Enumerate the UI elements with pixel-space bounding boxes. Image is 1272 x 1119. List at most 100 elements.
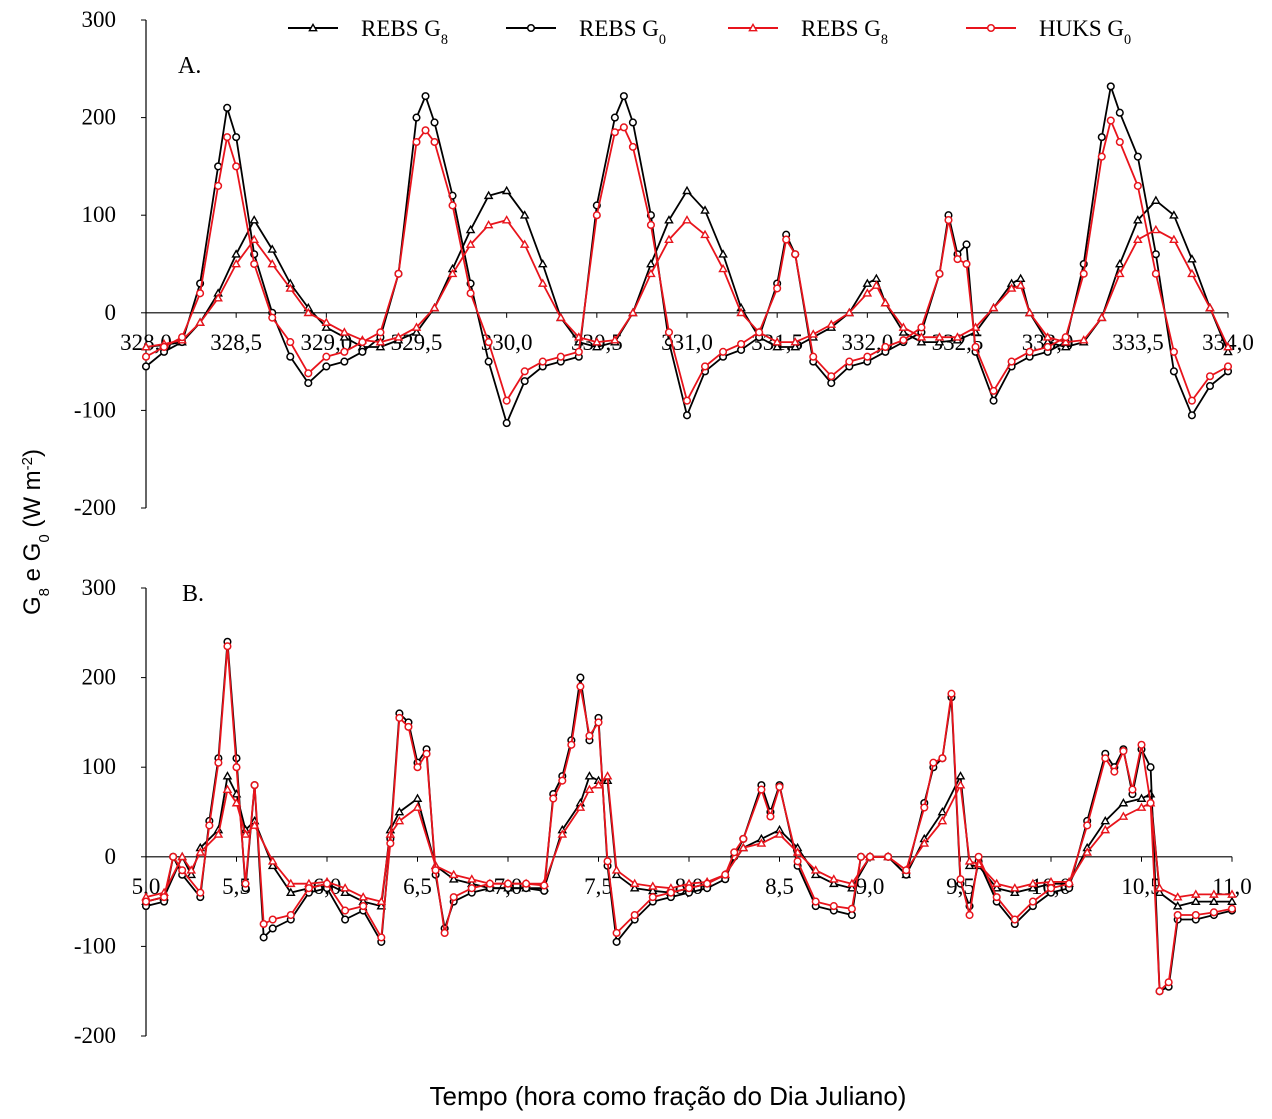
- data-point: [1151, 195, 1161, 204]
- data-point: [964, 856, 975, 865]
- data-point: [847, 904, 856, 913]
- data-point: [1096, 312, 1107, 322]
- data-point: [902, 866, 911, 875]
- data-point: [790, 341, 801, 351]
- data-point: [540, 881, 549, 890]
- data-point: [340, 887, 350, 897]
- data-point: [1024, 307, 1035, 317]
- data-point: [1227, 896, 1237, 905]
- legend-swatch-marker: [986, 23, 996, 33]
- data-point: [989, 386, 998, 395]
- data-point: [1083, 821, 1092, 830]
- x-tick-label: 328,5: [210, 330, 262, 355]
- data-point: [884, 852, 893, 861]
- data-point: [430, 118, 439, 127]
- data-point: [952, 332, 963, 341]
- data-point: [1060, 337, 1071, 346]
- data-point: [1187, 396, 1196, 405]
- data-point: [1025, 347, 1034, 356]
- series: [141, 642, 1237, 996]
- data-point: [682, 411, 692, 420]
- y-tick-label: 0: [105, 844, 117, 869]
- data-point: [739, 834, 748, 843]
- data-point: [646, 220, 655, 230]
- data-point: [682, 396, 692, 405]
- data-point: [953, 255, 962, 264]
- data-point: [991, 878, 1002, 888]
- legend-label: REBS G0: [579, 16, 666, 48]
- data-point: [483, 219, 494, 229]
- data-point: [340, 883, 350, 892]
- data-point: [339, 332, 350, 341]
- data-point: [603, 857, 612, 866]
- data-point: [610, 335, 620, 344]
- data-point: [231, 798, 242, 807]
- data-point: [214, 758, 223, 767]
- data-point: [231, 258, 241, 268]
- data-point: [938, 754, 947, 763]
- data-point: [421, 126, 430, 135]
- data-point: [611, 869, 622, 879]
- data-point: [214, 181, 223, 190]
- data-point: [159, 342, 169, 352]
- data-point: [929, 758, 938, 767]
- data-point: [502, 396, 511, 405]
- data-point: [1209, 908, 1218, 917]
- data-point: [519, 210, 530, 219]
- data-point: [1209, 896, 1219, 905]
- data-point: [962, 259, 971, 269]
- data-point: [1187, 411, 1196, 420]
- data-point: [871, 273, 882, 283]
- data-point: [584, 784, 595, 793]
- data-point: [141, 352, 151, 361]
- data-point: [466, 874, 477, 883]
- data-point: [449, 893, 458, 902]
- data-point: [1106, 116, 1115, 125]
- data-point: [934, 332, 945, 341]
- data-point: [1133, 234, 1143, 244]
- x-tick-label: 6,5: [403, 874, 432, 899]
- panel-b: -200-10001002003005,05,56,06,57,07,58,08…: [74, 575, 1252, 1048]
- data-point: [250, 781, 259, 790]
- data-point: [549, 794, 558, 803]
- data-point: [448, 201, 457, 210]
- data-point: [249, 234, 260, 244]
- data-point: [865, 852, 875, 861]
- data-point: [682, 215, 692, 224]
- data-point: [447, 268, 458, 278]
- data-point: [1079, 269, 1088, 278]
- data-point: [213, 829, 224, 838]
- series-line: [145, 119, 1229, 402]
- data-point: [1164, 978, 1173, 987]
- data-point: [955, 780, 966, 789]
- data-point: [955, 771, 966, 780]
- data-point: [1078, 335, 1089, 344]
- data-point: [738, 842, 749, 852]
- data-point: [756, 838, 767, 847]
- data-point: [1015, 280, 1026, 289]
- data-point: [847, 883, 857, 892]
- data-point: [718, 263, 728, 273]
- data-point: [341, 906, 350, 915]
- data-point: [1133, 152, 1142, 161]
- data-point: [810, 869, 821, 879]
- data-point: [793, 857, 802, 866]
- data-point: [448, 869, 459, 879]
- data-point: [899, 336, 908, 345]
- data-point: [1061, 333, 1070, 342]
- series-line: [145, 219, 1229, 348]
- data-point: [304, 884, 313, 893]
- data-point: [1136, 793, 1147, 802]
- data-point: [1115, 137, 1124, 147]
- data-point: [964, 860, 975, 870]
- data-point: [1154, 883, 1165, 892]
- data-point: [222, 771, 233, 780]
- data-point: [249, 215, 260, 224]
- data-point: [1146, 763, 1155, 772]
- data-point: [267, 860, 278, 870]
- data-point: [1227, 904, 1237, 913]
- data-point: [340, 347, 349, 356]
- data-point: [250, 259, 259, 269]
- data-point: [1115, 108, 1124, 117]
